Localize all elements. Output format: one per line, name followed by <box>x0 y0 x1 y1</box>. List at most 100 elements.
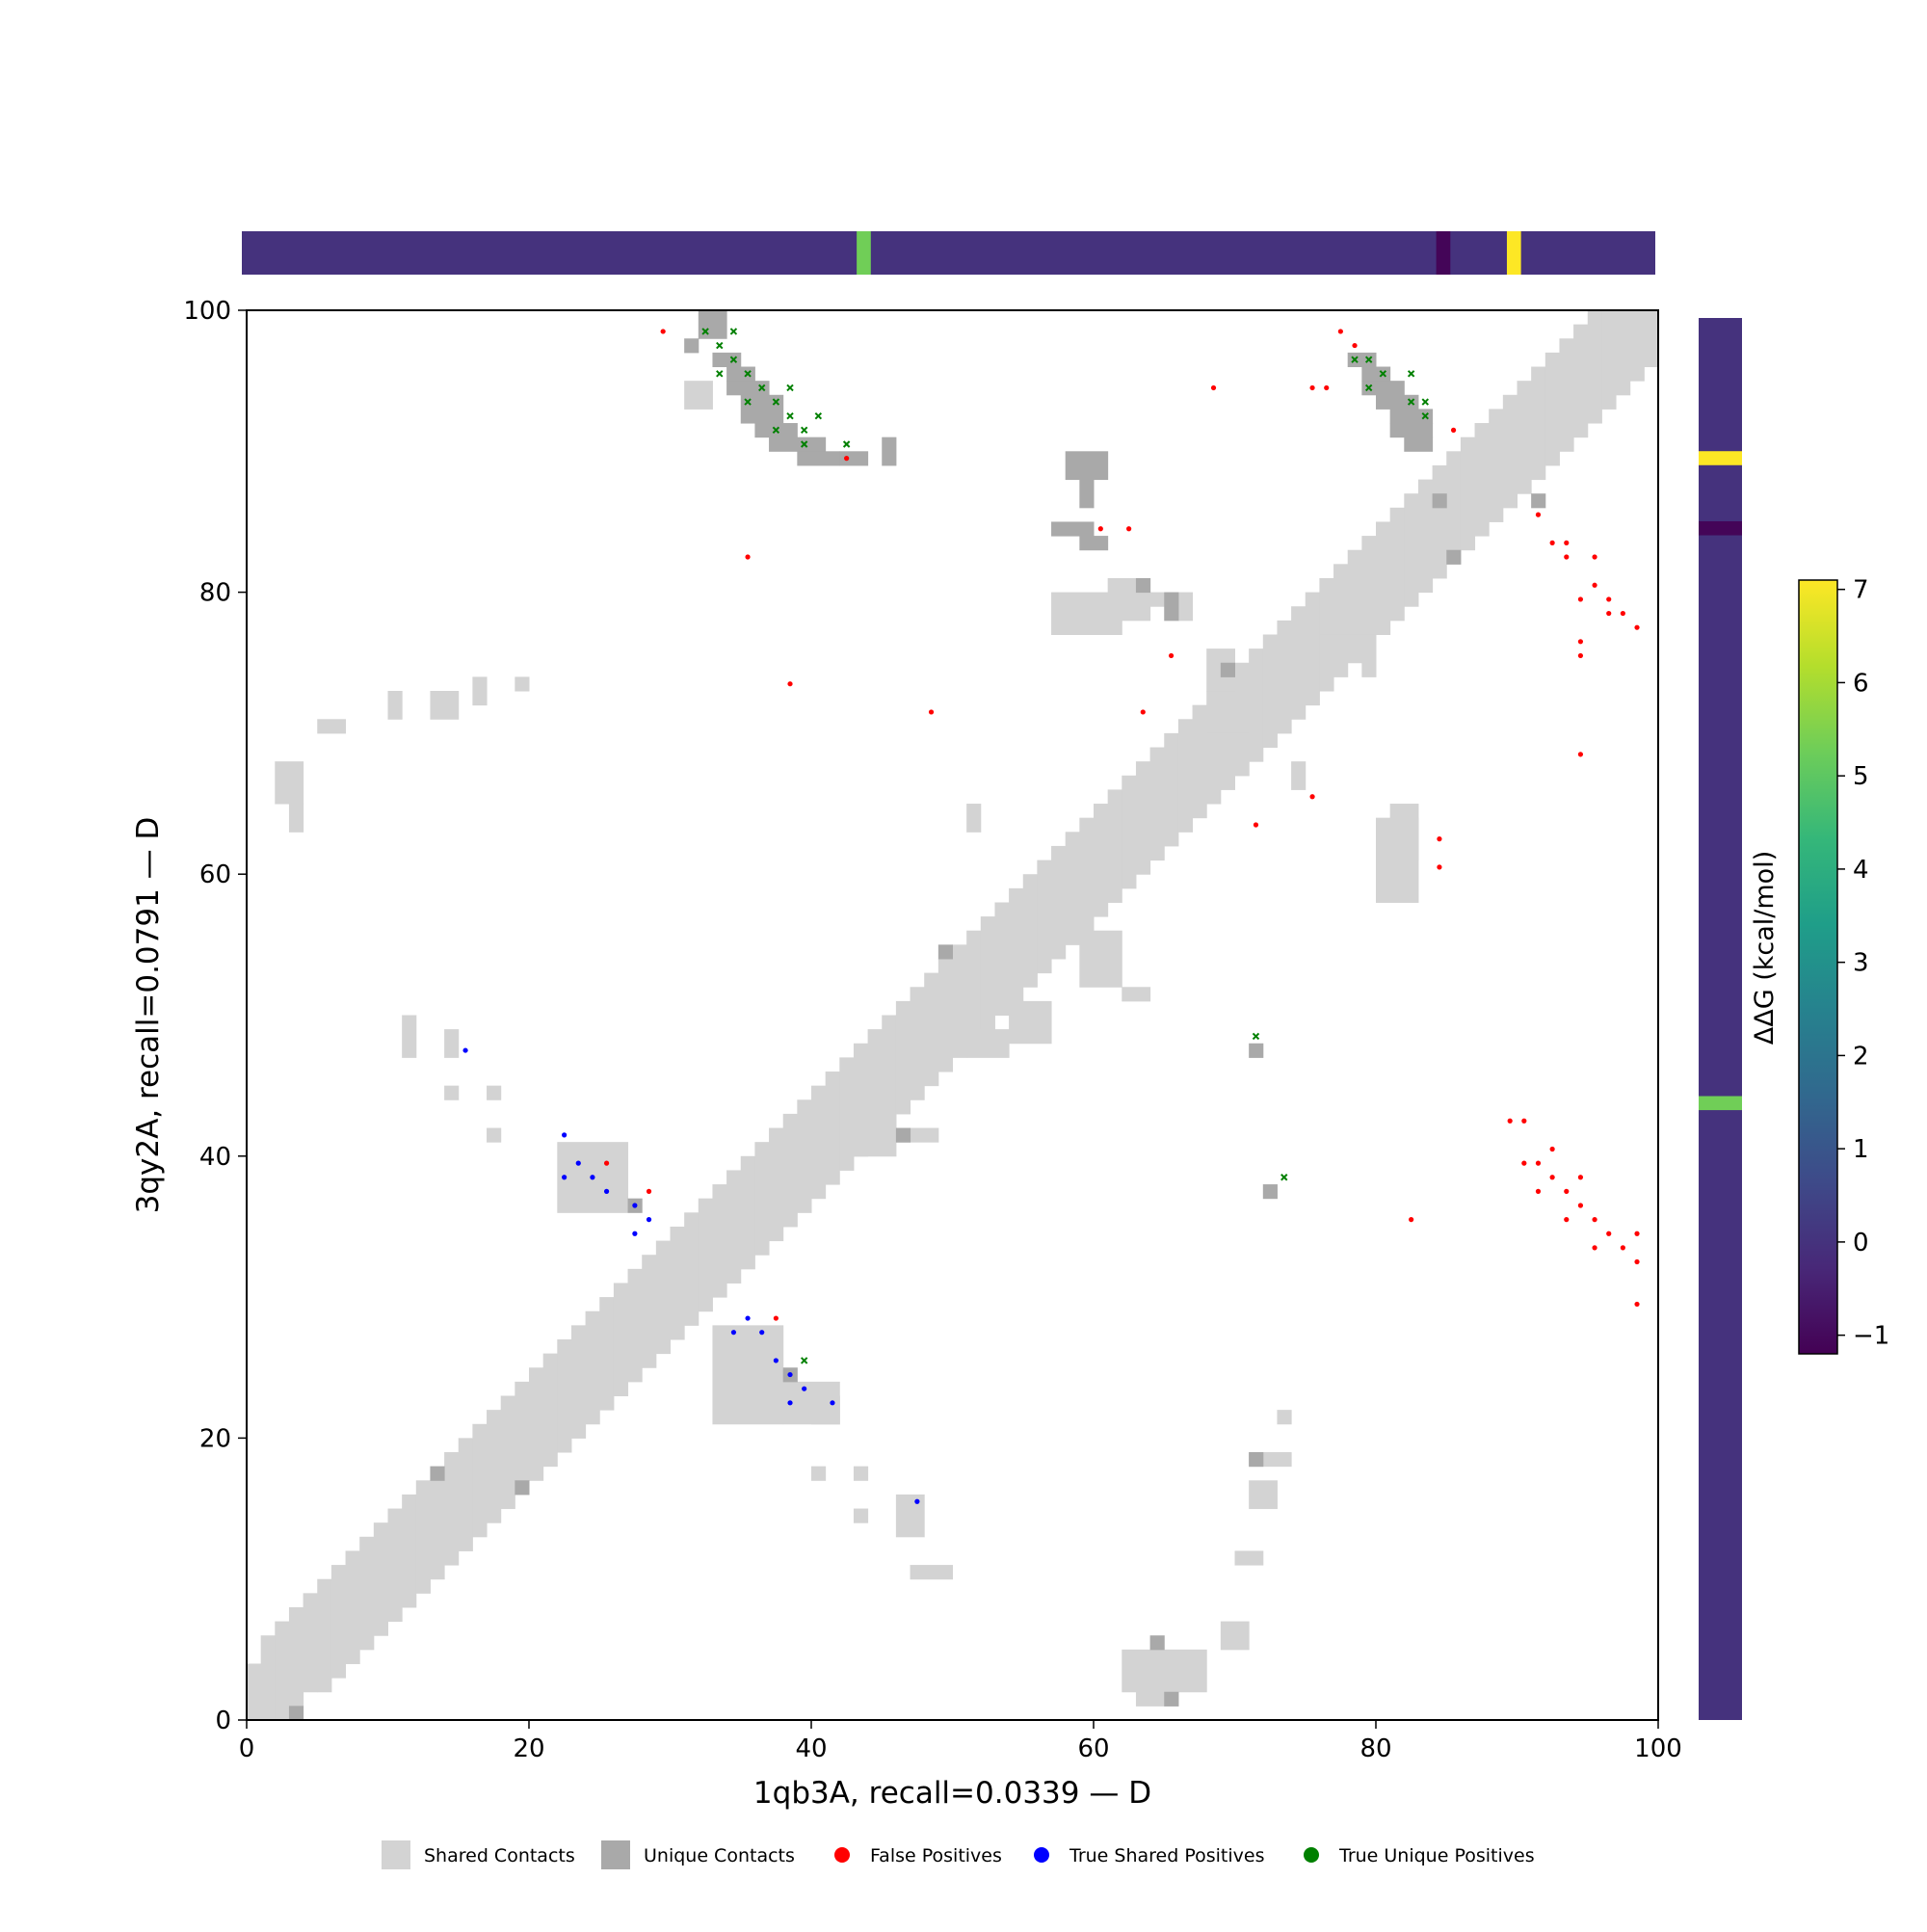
track-residue <box>1436 231 1451 275</box>
true-unique-positive-point <box>758 384 766 392</box>
true-shared-positives-layer <box>462 1047 920 1504</box>
unique-contact <box>430 1466 445 1481</box>
shared-contact <box>1122 987 1151 1002</box>
unique-contact <box>1376 394 1419 410</box>
colorbar-tick-label: 4 <box>1853 856 1869 885</box>
shared-contact <box>684 1212 700 1326</box>
false-positive-point <box>1606 596 1612 602</box>
false-positive-point <box>1507 1118 1513 1124</box>
shared-contact <box>910 1565 953 1580</box>
shared-contact <box>712 1184 727 1298</box>
shared-contact <box>1361 536 1377 649</box>
shared-contact <box>529 1367 544 1481</box>
unique-contact <box>1446 549 1462 565</box>
false-positive-point <box>1577 652 1584 659</box>
false-positive-point <box>1549 1175 1555 1180</box>
true-unique-positive-point <box>701 328 709 335</box>
shared-contact <box>952 944 967 1058</box>
true-unique-positive-point <box>1364 384 1373 392</box>
unique-contact <box>288 1706 304 1721</box>
shared-contact <box>599 1297 615 1411</box>
y-tick-label: 0 <box>215 1707 231 1735</box>
shared-contact <box>1474 423 1490 537</box>
shared-contact <box>613 1283 629 1397</box>
true-unique-positive-point <box>1421 412 1429 420</box>
legend-item: True Unique Positives <box>1304 1845 1535 1866</box>
false-positive-point <box>773 1315 779 1321</box>
shared-contact <box>1361 634 1377 677</box>
true-shared-positive-point <box>603 1188 610 1194</box>
unique-contact <box>515 1480 530 1495</box>
shared-contact <box>1587 310 1602 424</box>
shared-contact <box>1022 874 1038 988</box>
true-unique-positive-point <box>1407 398 1415 406</box>
shared-contact <box>275 1621 290 1721</box>
true-unique-positive-point <box>716 341 724 350</box>
shared-contact <box>1644 310 1659 368</box>
shared-contact <box>1051 845 1067 960</box>
true-shared-positive-point <box>646 1217 652 1223</box>
legend-label: False Positives <box>870 1845 1002 1866</box>
false-positive-point <box>1309 384 1315 391</box>
shared-contact <box>853 1508 869 1523</box>
true-shared-positive-point <box>914 1498 920 1504</box>
shared-contact <box>487 1085 502 1100</box>
false-positive-point <box>1620 1245 1625 1251</box>
shared-contact <box>359 1536 375 1651</box>
shared-contact <box>472 676 488 706</box>
colorbar-tick-label: 3 <box>1853 949 1869 978</box>
colorbar-tick-label: 0 <box>1853 1229 1869 1257</box>
false-positive-point <box>1210 384 1217 391</box>
track-residue <box>1699 520 1742 536</box>
false-positive-point <box>1450 427 1457 433</box>
true-unique-positive-point <box>1407 370 1415 378</box>
shared-contact <box>1234 1550 1264 1566</box>
shared-contact <box>797 1099 812 1213</box>
y-tick-label: 100 <box>183 297 231 326</box>
track-residue <box>1699 451 1742 465</box>
legend: Shared Contacts Unique Contacts False Posi… <box>382 1840 1535 1869</box>
false-positive-point <box>1592 1245 1597 1251</box>
unique-contact <box>1051 521 1095 537</box>
false-positive-point <box>1535 1188 1542 1194</box>
shared-contact <box>1149 747 1165 861</box>
shared-contact <box>1333 564 1349 677</box>
colorbar-gradient <box>1798 579 1838 1355</box>
shared-contact <box>825 1072 840 1185</box>
true-shared-positive-point <box>562 1175 568 1180</box>
track-background <box>1699 318 1742 1720</box>
false-positive-point <box>1564 554 1570 560</box>
unique-contact <box>839 451 869 466</box>
true-shared-positive-point <box>632 1203 638 1208</box>
shared-contact <box>303 1593 318 1693</box>
true-shared-positive-point <box>787 1371 793 1378</box>
colorbar-tick-label: 1 <box>1853 1135 1869 1164</box>
true-unique-positive-point <box>1379 370 1387 378</box>
true-shared-positive-point <box>773 1358 779 1363</box>
shared-contact <box>500 1395 515 1510</box>
x-axis-ticks: 0 20 40 60 80 100 <box>239 1720 1682 1763</box>
unique-contact <box>1389 423 1434 438</box>
colorbar: −1 0 1 2 3 4 5 6 7 ΔΔG (kcal/mol) <box>1750 576 1889 1355</box>
legend-swatch <box>382 1840 410 1869</box>
unique-contact <box>1531 493 1546 509</box>
shared-contact <box>910 987 925 1100</box>
shared-contact <box>402 1494 417 1608</box>
shared-contact <box>1037 860 1052 974</box>
unique-contact <box>1249 1452 1264 1468</box>
false-positive-point <box>1535 1160 1542 1166</box>
x-tick-label: 40 <box>795 1734 827 1763</box>
shared-contact <box>402 1015 417 1058</box>
legend-item: Unique Contacts <box>601 1840 795 1869</box>
legend-swatch <box>1304 1847 1319 1863</box>
shared-contact <box>1094 804 1109 917</box>
unique-contact <box>1164 592 1179 622</box>
shared-contact <box>811 1085 827 1200</box>
shared-contact <box>430 1466 445 1580</box>
true-unique-positives-layer <box>701 328 1429 1364</box>
false-positive-point <box>1592 1217 1597 1223</box>
y-axis-label: 3qy2A, recall=0.0791 — D <box>131 817 166 1214</box>
true-unique-positive-point <box>1364 356 1373 363</box>
shared-contact <box>288 804 304 833</box>
